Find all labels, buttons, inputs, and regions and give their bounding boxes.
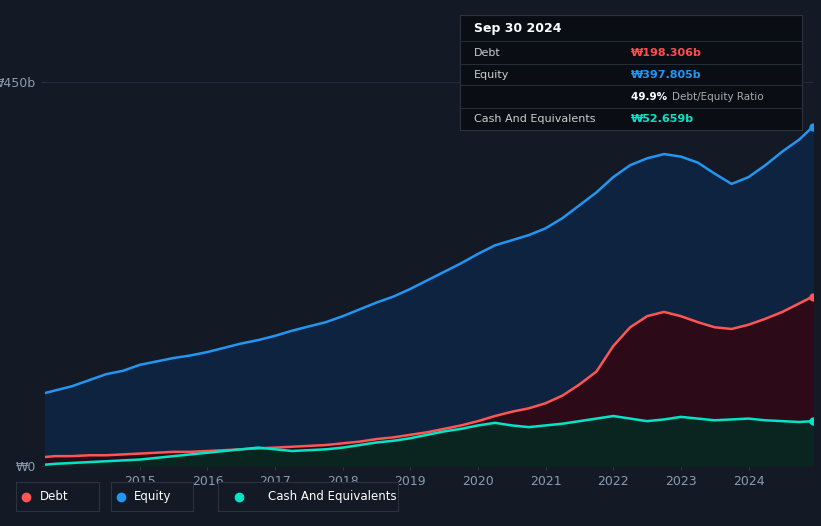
Text: Debt: Debt <box>474 48 501 58</box>
Text: Cash And Equivalents: Cash And Equivalents <box>268 490 397 503</box>
Text: ₩198.306b: ₩198.306b <box>631 48 702 58</box>
Text: Equity: Equity <box>134 490 172 503</box>
Text: Equity: Equity <box>474 70 509 80</box>
Text: 49.9%: 49.9% <box>631 92 671 102</box>
Text: ₩397.805b: ₩397.805b <box>631 70 702 80</box>
Text: Sep 30 2024: Sep 30 2024 <box>474 22 562 35</box>
Text: Cash And Equivalents: Cash And Equivalents <box>474 114 595 124</box>
Text: ₩52.659b: ₩52.659b <box>631 114 694 124</box>
Text: Debt: Debt <box>39 490 68 503</box>
Text: Debt/Equity Ratio: Debt/Equity Ratio <box>672 92 764 102</box>
